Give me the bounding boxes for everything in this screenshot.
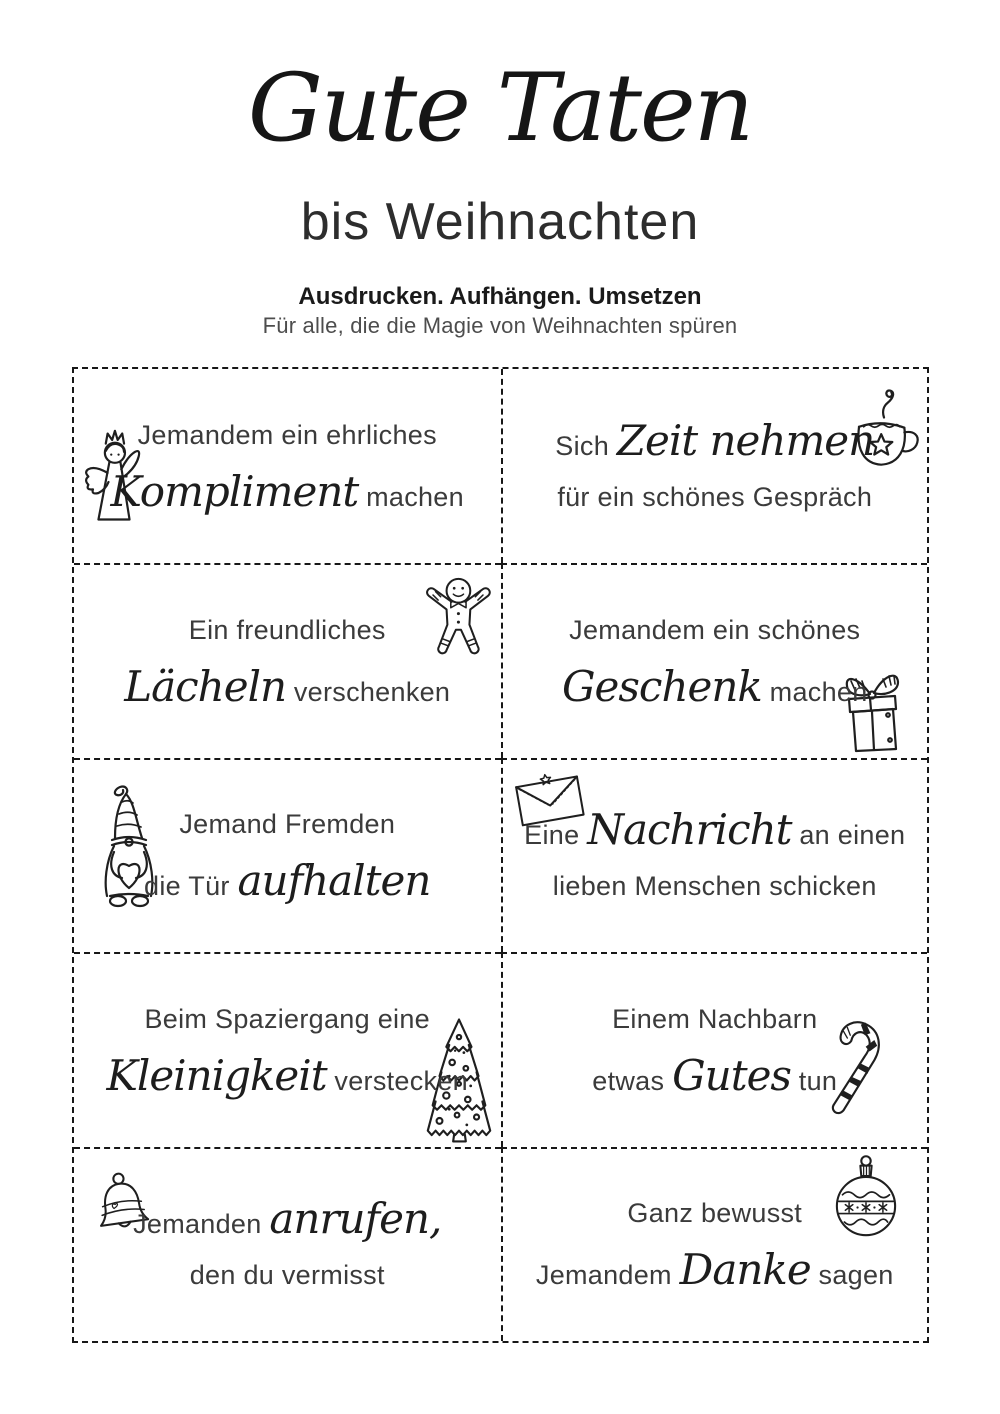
normal-text: Einem Nachbarn [612,1003,818,1034]
card-line: Einem Nachbarn [612,1003,818,1034]
cards-grid: Jemandem ein ehrliches Kompliment machen S… [72,367,929,1343]
card: Ganz bewusst Jemandem Danke sagen [500,1146,928,1341]
script-text: Danke [679,1245,812,1295]
card-text: Jemandem ein schönes Geschenk machen [503,565,928,757]
script-text: Zeit nehmen [616,415,875,465]
card-text: Jemand Fremden die Tür aufhalten [74,760,501,952]
card-line: Lächeln verschenken [124,662,451,712]
normal-text: sagen [810,1260,894,1291]
normal-text: Ganz bewusst [627,1198,803,1229]
normal-text: Jemandem ein ehrliches [137,419,437,450]
card: Sich Zeit nehmen für ein schönes Gespräch [500,369,928,564]
tagline-bold: Ausdrucken. Aufhängen. Umsetzen [298,283,702,310]
script-text: anrufen, [269,1194,442,1244]
normal-text: Jemanden [133,1209,270,1240]
card-line: Ganz bewusst [627,1200,802,1227]
page-subtitle: bis Weihnachten [300,193,700,251]
tagline-light: Für alle, die die Magie von Weihnachten … [262,313,738,338]
card: Beim Spaziergang eine Kleinigkeit verstec… [74,952,501,1146]
normal-text: etwas [592,1065,673,1096]
normal-text: für ein schönes Gespräch [557,481,873,512]
card-line: Ein freundliches [189,617,386,644]
normal-text: tun [790,1065,838,1096]
card-line: Jemandem ein ehrliches [137,419,437,450]
card-line: den du vermisst [190,1262,385,1289]
normal-text: Jemandem [535,1260,680,1291]
card-text: Eine Nachricht an einen lieben Menschen s… [503,760,928,952]
normal-text: verschenken [286,677,451,708]
card-line: Kompliment machen [110,466,464,516]
card-text: Sich Zeit nehmen für ein schönes Gespräch [503,369,928,563]
normal-text: den du vermisst [189,1260,385,1291]
card-text: Beim Spaziergang eine Kleinigkeit verstec… [74,954,501,1146]
card-line: Sich Zeit nehmen [555,415,875,465]
normal-text: verstecken [326,1065,468,1096]
normal-text: Jemandem ein schönes [569,615,861,646]
card: Jemandem ein ehrliches Kompliment machen [74,369,501,563]
script-text: Lächeln [124,662,287,712]
card-line: Jemand Fremden [179,811,395,838]
card: Eine Nachricht an einen lieben Menschen s… [500,757,928,953]
normal-text: Eine [524,820,588,851]
card-line: Kleinigkeit verstecken [106,1050,468,1100]
normal-text: machen [358,481,464,512]
card-text: Einem Nachbarn etwas Gutes tun [503,954,928,1146]
normal-text: Ein freundliches [188,615,386,646]
normal-text: Beim Spaziergang eine [144,1003,430,1034]
card: Jemanden anrufen, den du vermisst [74,1146,501,1341]
card-text: Ein freundliches Lächeln verschenken [74,565,501,757]
card-line: lieben Menschen schicken [553,873,877,900]
card-line: Beim Spaziergang eine [144,1003,430,1034]
card: Ein freundliches Lächeln verschenken [74,563,501,757]
card-line: Jemandem Danke sagen [535,1245,894,1295]
script-text: Geschenk [561,662,763,712]
normal-text: die Tür [144,871,238,902]
script-text: Gutes [672,1050,792,1100]
card-text: Jemanden anrufen, den du vermisst [74,1149,501,1341]
card-line: Jemandem ein schönes [569,617,860,644]
card-text: Jemandem ein ehrliches Kompliment machen [74,369,501,563]
card-line: für ein schönes Gespräch [557,481,873,512]
normal-text: machen [761,677,868,708]
card: Einem Nachbarn etwas Gutes tun [500,952,928,1147]
normal-text: an einen [791,820,906,851]
card-line: Eine Nachricht an einen [524,805,906,855]
normal-text: Sich [555,430,617,461]
page-title: Gute Taten [247,54,754,163]
card-line: die Tür aufhalten [144,856,432,906]
script-text: Kompliment [110,466,360,516]
card-line: Jemanden anrufen, [133,1194,442,1244]
normal-text: lieben Menschen schicken [552,871,877,902]
normal-text: Jemand Fremden [179,809,396,840]
card: Jemand Fremden die Tür aufhalten [74,757,501,952]
script-text: Nachricht [587,805,792,855]
card-line: etwas Gutes tun [592,1050,838,1100]
script-text: aufhalten [237,856,432,906]
card-text: Ganz bewusst Jemandem Danke sagen [503,1149,928,1341]
script-text: Kleinigkeit [106,1050,328,1100]
card: Jemandem ein schönes Geschenk machen [500,563,928,758]
card-line: Geschenk machen [561,662,868,712]
